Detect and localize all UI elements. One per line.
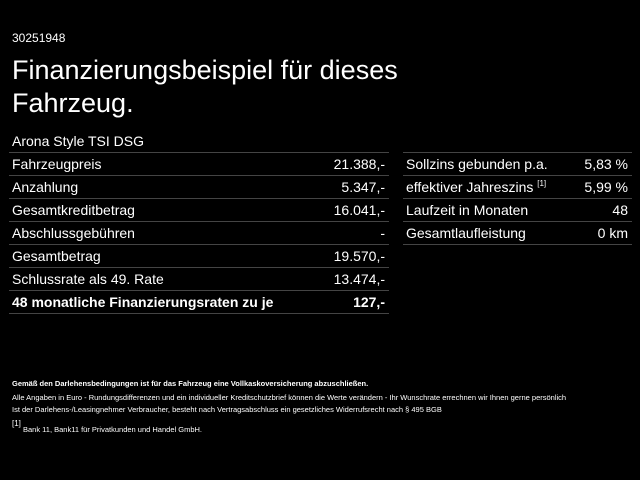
row-value: 127,- [353,294,385,310]
label-text: Gesamtbetrag [12,248,101,264]
financing-table: Fahrzeugpreis 21.388,- Anzahlung 5.347,- Ges… [9,152,389,314]
row-label: Gesamtlaufleistung [406,225,526,241]
table-row: Fahrzeugpreis 21.388,- [9,153,389,176]
row-label: effektiver Jahreszins [1] [406,179,546,195]
table-row: effektiver Jahreszins [1] 5,99 % [403,176,632,199]
row-value: 13.474,- [333,271,385,287]
footnote-text: Bank 11, Bank11 für Privatkunden und Han… [23,425,202,434]
offer-id: 30251948 [12,31,66,45]
row-label: Abschlussgebühren [12,225,135,241]
label-text: Gesamtkreditbetrag [12,202,135,218]
label-text: Anzahlung [12,179,79,195]
disclaimer: Alle Angaben in Euro - Rundungsdifferenz… [12,393,567,402]
row-value: 5,83 % [584,156,628,172]
row-value: 48 [612,202,628,218]
row-label: Laufzeit in Monaten [406,202,528,218]
row-label: Anzahlung [12,179,78,195]
table-row: Laufzeit in Monaten 48 [403,199,632,222]
table-row: Gesamtlaufleistung 0 km [403,222,632,245]
label-text: Abschlussgebühren [12,225,135,241]
table-row: Schlussrate als 49. Rate 13.474,- [9,268,389,291]
label-text: Gesamtlaufleistung [406,225,526,241]
footnote-marker: [1] [12,419,21,428]
vehicle-name: Arona Style TSI DSG [12,133,145,149]
row-label: 48 monatliche Finanzierungsraten zu je [12,294,273,310]
label-text: Fahrzeugpreis [12,156,102,172]
label-text: effektiver Jahreszins [406,179,534,195]
row-label: Gesamtbetrag [12,248,101,264]
row-value: - [380,225,385,241]
row-label: Schlussrate als 49. Rate [12,271,164,287]
row-value: 16.041,- [333,202,385,218]
table-row: Anzahlung 5.347,- [9,176,389,199]
rates-table: Sollzins gebunden p.a. 5,83 % effektiver J… [403,152,632,245]
row-value: 5.347,- [341,179,385,195]
footnote: [1] Bank 11, Bank11 für Privatkunden und… [12,419,632,434]
row-value: 21.388,- [333,156,385,172]
label-text: Sollzins gebunden p.a. [406,156,548,172]
insurance-note: Gemäß den Darlehensbedingungen ist für d… [12,379,369,388]
note-marker: [1] [537,179,547,188]
disclaimer: Ist der Darlehens-/Leasingnehmer Verbrau… [12,405,442,414]
table-row: Sollzins gebunden p.a. 5,83 % [403,153,632,176]
row-label: Sollzins gebunden p.a. [406,156,548,172]
row-label: Gesamtkreditbetrag [12,202,135,218]
row-value: 0 km [597,225,628,241]
table-row: Gesamtkreditbetrag 16.041,- [9,199,389,222]
table-row: Abschlussgebühren - [9,222,389,245]
row-label: Fahrzeugpreis [12,156,102,172]
row-value: 19.570,- [333,248,385,264]
label-text: Schlussrate als 49. Rate [12,271,164,287]
label-text: Laufzeit in Monaten [406,202,529,218]
table-row: 48 monatliche Finanzierungsraten zu je 12… [9,291,389,314]
label-text: 48 monatliche Finanzierungsraten zu je [12,294,274,310]
table-row: Gesamtbetrag 19.570,- [9,245,389,268]
row-value: 5,99 % [584,179,628,195]
title: Finanzierungsbeispiel für dieses Fahrzeu… [12,55,398,118]
